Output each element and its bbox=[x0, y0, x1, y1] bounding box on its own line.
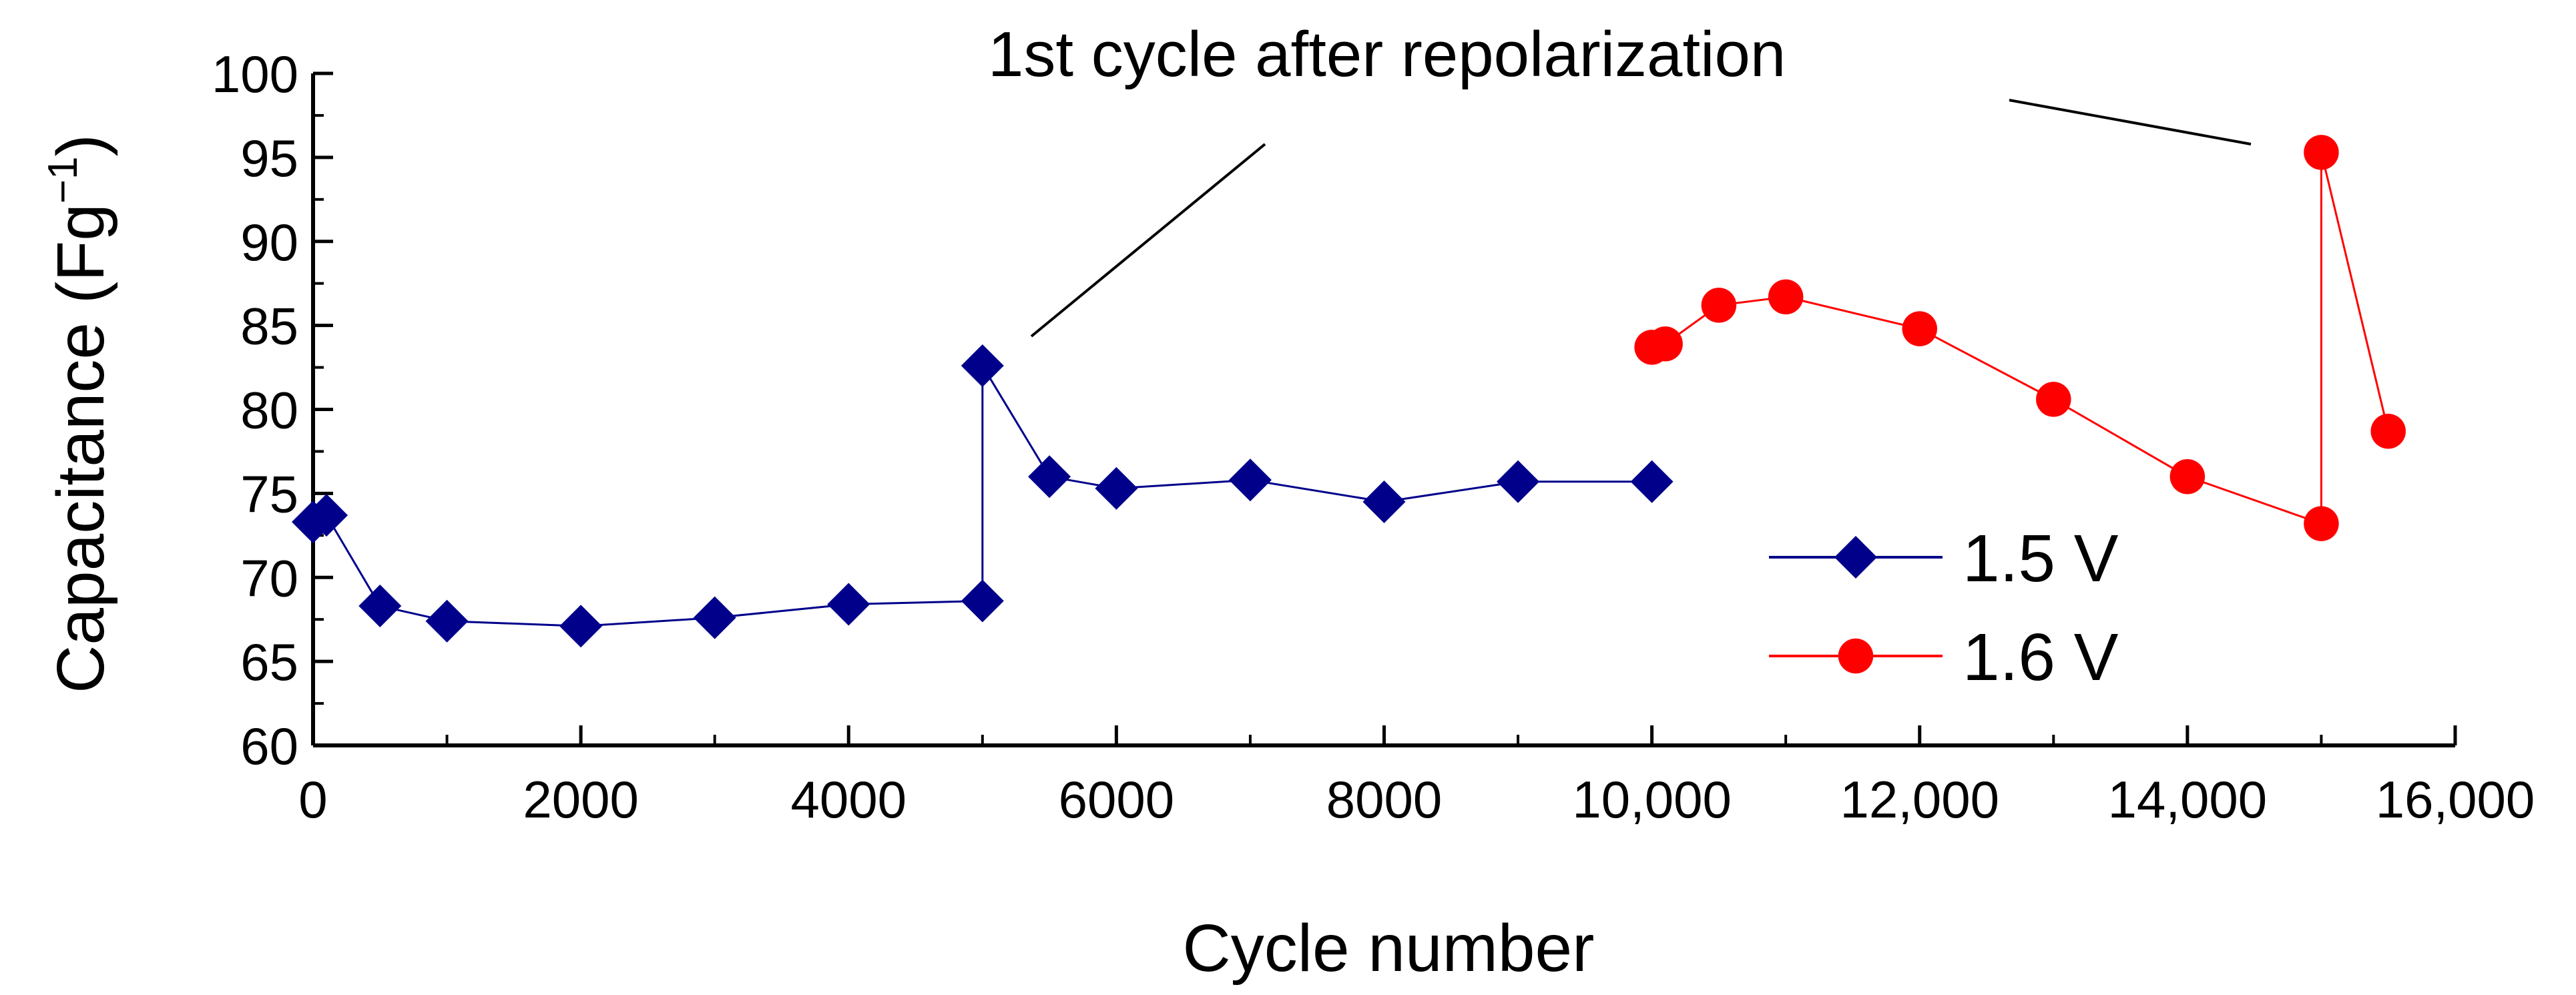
data-point bbox=[1228, 458, 1272, 502]
x-ticks: 0 2000 4000 6000 8000 10,000 12,000 14,000 16,00… bbox=[298, 725, 2535, 829]
data-point bbox=[1095, 466, 1138, 510]
y-axis-title-main: Capacitance (Fg bbox=[43, 204, 118, 693]
y-tick-label: 95 bbox=[240, 129, 298, 188]
x-tick-label: 16,000 bbox=[2376, 770, 2535, 829]
y-axis-title: Capacitance (Fg−1) bbox=[40, 134, 118, 693]
y-tick-label: 65 bbox=[240, 633, 298, 691]
y-axis-title-superscript: −1 bbox=[40, 156, 86, 204]
plot-axes bbox=[311, 73, 2455, 747]
y-axis-title-close: ) bbox=[43, 134, 118, 156]
y-tick-label: 75 bbox=[240, 464, 298, 523]
series-layer bbox=[292, 135, 2406, 648]
data-point bbox=[1701, 288, 1737, 323]
data-point bbox=[1497, 460, 1540, 503]
data-point bbox=[961, 344, 1004, 388]
series-line bbox=[1651, 151, 2390, 525]
series-1 bbox=[292, 344, 1673, 648]
data-point bbox=[1902, 311, 1937, 346]
data-point bbox=[827, 583, 870, 626]
y-tick-label: 90 bbox=[240, 213, 298, 272]
legend: 1.5 V 1.6 V bbox=[1769, 521, 2119, 695]
data-point bbox=[305, 494, 348, 537]
x-tick-label: 4000 bbox=[790, 770, 907, 829]
y-tick-label: 80 bbox=[240, 381, 298, 440]
x-tick-label: 12,000 bbox=[1840, 770, 1999, 829]
annotation-group: 1st cycle after repolarization bbox=[988, 19, 2252, 338]
x-tick-label: 0 bbox=[298, 770, 327, 829]
data-point bbox=[1028, 455, 1071, 499]
x-tick-label: 2000 bbox=[523, 770, 639, 829]
data-point bbox=[2304, 135, 2339, 170]
annotation-text: 1st cycle after repolarization bbox=[988, 19, 1786, 90]
y-ticks: 60 65 70 75 80 85 90 95 100 bbox=[212, 45, 333, 775]
x-tick-label: 8000 bbox=[1326, 770, 1443, 829]
data-point bbox=[2169, 458, 2206, 494]
legend-label: 1.6 V bbox=[1963, 620, 2119, 695]
legend-marker bbox=[1834, 536, 1877, 579]
data-point bbox=[559, 605, 603, 648]
legend-marker bbox=[1838, 638, 1874, 674]
y-tick-label: 60 bbox=[240, 717, 298, 775]
legend-item: 1.5 V bbox=[1769, 521, 2119, 596]
y-tick-label: 100 bbox=[212, 45, 298, 103]
data-point bbox=[1630, 460, 1673, 503]
series-2 bbox=[1634, 135, 2406, 541]
x-tick-label: 14,000 bbox=[2108, 770, 2268, 829]
data-point bbox=[2370, 413, 2406, 449]
annotation-leader-line-1 bbox=[1030, 143, 1266, 338]
data-point bbox=[425, 599, 469, 643]
data-point bbox=[2304, 506, 2339, 541]
y-tick-label: 85 bbox=[240, 297, 298, 356]
data-point bbox=[358, 585, 402, 628]
data-point bbox=[2036, 382, 2071, 417]
annotation-leader-line-2 bbox=[2009, 99, 2252, 145]
data-point bbox=[1362, 480, 1406, 523]
data-point bbox=[1768, 279, 1804, 315]
x-tick-label: 6000 bbox=[1059, 770, 1175, 829]
legend-label: 1.5 V bbox=[1963, 521, 2119, 596]
x-tick-label: 10,000 bbox=[1572, 770, 1732, 829]
data-point bbox=[693, 596, 736, 639]
y-tick-label: 70 bbox=[240, 549, 298, 607]
x-axis-title: Cycle number bbox=[1183, 911, 1595, 986]
data-point bbox=[1647, 326, 1683, 362]
legend-item: 1.6 V bbox=[1769, 620, 2119, 695]
data-point bbox=[961, 579, 1004, 623]
